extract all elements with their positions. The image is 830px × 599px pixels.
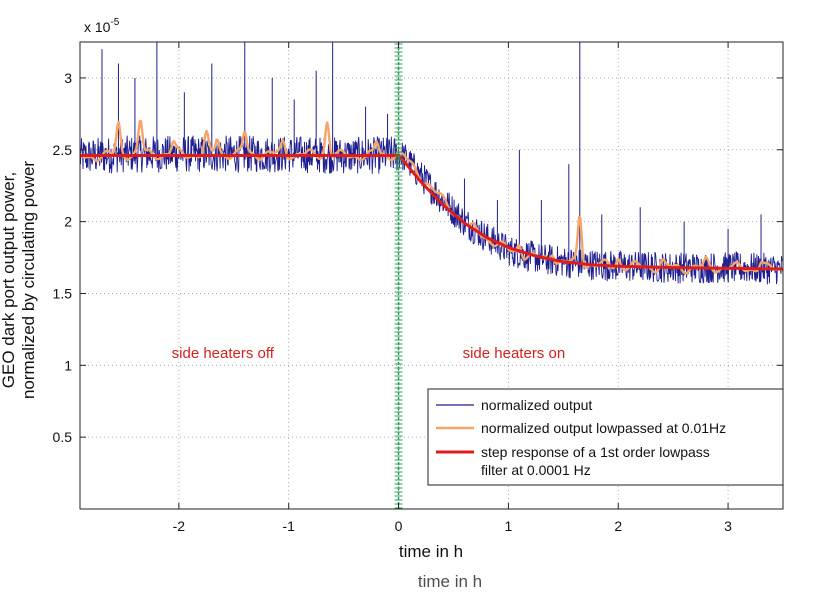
x-tick-label: 1 bbox=[504, 518, 512, 534]
y-axis-label: GEO dark port output power, normalized b… bbox=[0, 161, 38, 399]
x-tick-label: 3 bbox=[724, 518, 732, 534]
y-tick-label: 2 bbox=[64, 214, 72, 230]
series-model-line bbox=[80, 154, 783, 271]
legend-box bbox=[427, 388, 784, 486]
y-axis-label-line1: GEO dark port output power, bbox=[0, 172, 18, 388]
annotation-label: side heaters on bbox=[463, 345, 566, 362]
y-tick-label: 0.5 bbox=[53, 429, 73, 445]
legend-entry-model-line1: step response of a 1st order lowpass bbox=[481, 444, 710, 460]
x-tick-label: -2 bbox=[173, 518, 186, 534]
x-tick-label: 2 bbox=[614, 518, 622, 534]
legend-entry-lowpassed: normalized output lowpassed at 0.01Hz bbox=[481, 420, 726, 436]
legend: normalized output normalized output lowp… bbox=[427, 388, 784, 486]
x-tick-label: 0 bbox=[395, 518, 403, 534]
y-tick-label: 3 bbox=[64, 70, 72, 86]
y-multiplier: x 10-5 bbox=[84, 17, 120, 35]
series-raw-line bbox=[80, 135, 783, 285]
legend-entry-raw: normalized output bbox=[481, 397, 592, 413]
marker-layer bbox=[394, 42, 403, 509]
x-axis-label-ghost: time in h bbox=[418, 572, 482, 591]
series-layer bbox=[80, 42, 783, 285]
y-tick-label: 1 bbox=[64, 357, 72, 373]
x-tick-label: -1 bbox=[282, 518, 295, 534]
annotations: side heaters off side heaters on bbox=[172, 345, 566, 362]
y-axis-label-line2: normalized by circulating power bbox=[19, 161, 38, 399]
legend-entry-model-line2: filter at 0.0001 Hz bbox=[481, 462, 591, 478]
axis-ticks: -2 -1 0 1 2 3 0.5 1 1.5 2 2.5 3 bbox=[53, 42, 783, 534]
y-tick-label: 1.5 bbox=[53, 285, 73, 301]
annotation-label: side heaters off bbox=[172, 345, 275, 362]
x-axis-label: time in h bbox=[399, 542, 463, 561]
y-tick-label: 2.5 bbox=[53, 142, 73, 158]
plot-frame bbox=[79, 41, 784, 510]
